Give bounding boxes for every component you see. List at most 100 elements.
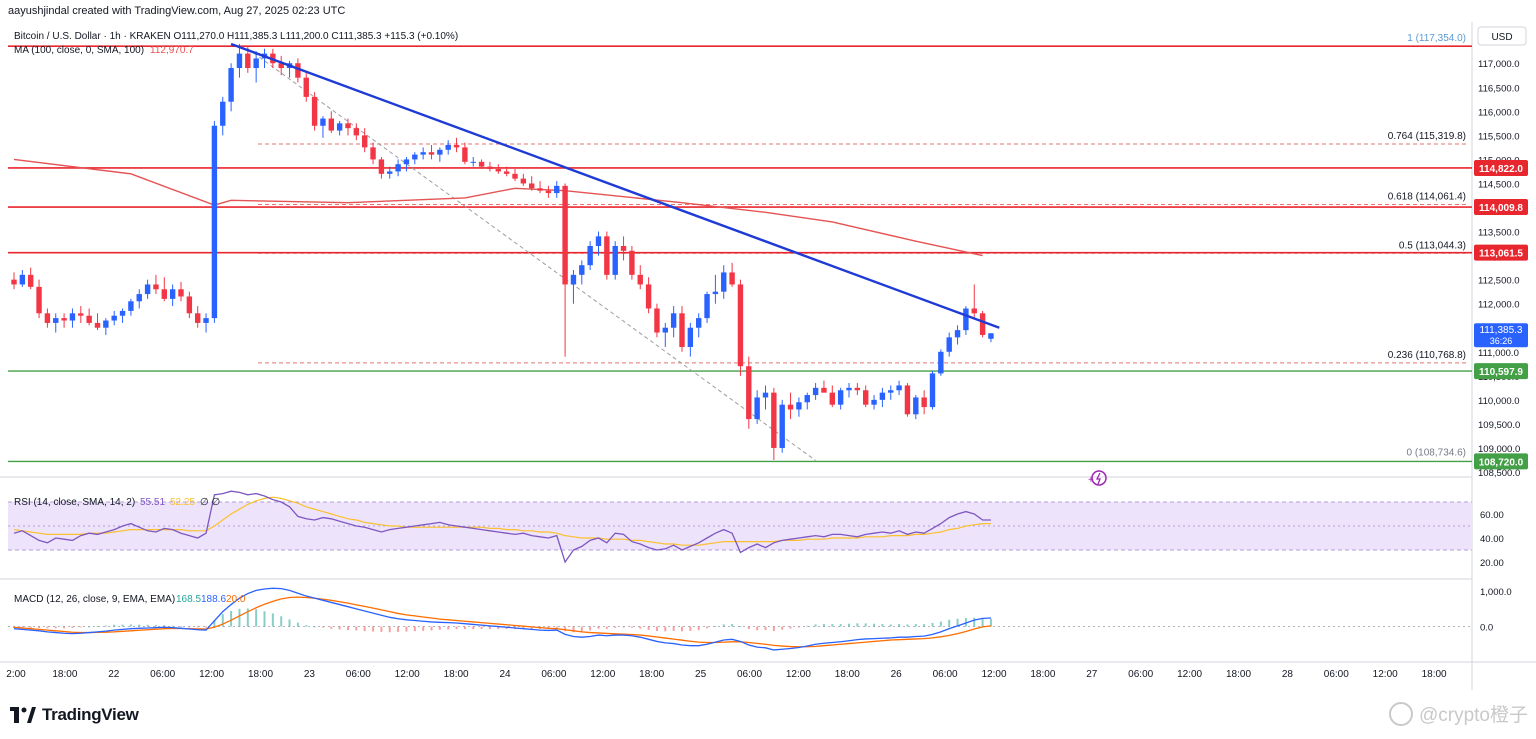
time-tick: 06:00 [150,669,175,680]
fib-label: 0.236 (110,768.8) [1388,350,1466,361]
price-tick: 116,000.0 [1478,107,1520,118]
candle-body [478,161,485,167]
macd-histogram-bar [397,626,400,632]
macd-histogram-bar [797,626,800,628]
candle-body [721,272,727,292]
macd-histogram-bar [497,626,500,630]
candle [495,164,501,174]
candle [403,157,410,172]
candle [946,332,952,357]
trendline[interactable]: + [230,42,1107,486]
macd-histogram-bar [664,626,667,632]
macd-histogram-bar [873,623,876,627]
time-tick: 26 [891,669,903,680]
macd-histogram-bar [973,617,976,627]
candle [771,387,777,460]
macd-histogram-bar [605,626,608,629]
candle-body [604,236,610,275]
macd-histogram-bar [113,624,116,627]
price-label: 113,061.5 [1479,249,1523,260]
candle [871,395,877,410]
candle-body [896,385,902,391]
tradingview-logo[interactable]: TradingView [10,704,139,726]
chart-canvas[interactable]: 1 (117,354.0) 0.764 (115,319.8) 0.618 (114… [0,22,1536,690]
macd-histogram-bar [21,626,24,628]
macd-legend-v2: 188.6 [201,594,226,605]
price-label: 108,720.0 [1479,457,1524,468]
price-axis[interactable]: USD 108,500.0 109,000.0 109,500.0 110,000.0 1… [1474,26,1528,479]
candle-body [796,402,802,410]
macd-legend-v1: 168.5 [176,594,201,605]
candle [186,291,193,319]
candle [353,123,360,141]
candle-body [579,265,585,275]
macd-histogram-bar [756,626,759,631]
macd-histogram-bar [438,626,441,630]
candle-body [128,301,134,311]
time-axis[interactable]: 2:00 18:00 22 06:00 12:00 18:00 23 06:00 12:00 18… [6,669,1447,680]
macd-histogram-bar [597,626,600,629]
candle-body [86,315,92,323]
macd-histogram-bar [806,625,809,627]
candle [595,231,602,256]
macd-histogram-bar [889,624,892,627]
trading-chart[interactable]: 1 (117,354.0) 0.764 (115,319.8) 0.618 (114… [0,22,1536,690]
candle-body [362,135,368,148]
candle [295,58,301,83]
macd-histogram-bar [463,626,466,630]
candle-body [303,77,309,97]
candle-body [144,284,151,295]
rsi-tick: 60.00 [1480,510,1504,521]
price-tick: 110,000.0 [1478,396,1520,407]
candle-body [370,147,376,160]
macd-histogram-bar [246,608,249,627]
macd-histogram-bar [146,624,149,627]
candle-body [779,404,785,448]
candle [604,231,610,280]
macd-histogram-bar [630,626,633,628]
macd-histogram-bar [271,613,274,627]
price-tick: 111,000.0 [1478,348,1519,359]
macd-histogram-bar [154,624,157,627]
candle [286,60,293,78]
candle-body [562,185,568,285]
macd-histogram-bar [939,621,942,627]
macd-histogram-bar [672,626,675,631]
macd-histogram-bar [46,626,49,629]
macd-histogram-bar [964,618,967,627]
macd-histogram-bar [480,626,483,630]
candle-body [345,123,351,129]
macd-histogram-bar [163,625,166,627]
time-tick: 06:00 [933,669,958,680]
time-tick: 12:00 [199,669,224,680]
time-tick: 12:00 [1373,669,1398,680]
candle-body [203,318,209,323]
macd-histogram-bar [305,625,308,627]
candle-body [787,404,794,410]
candle [545,185,552,198]
macd-histogram-bar [338,626,341,630]
candle [328,111,334,133]
macd-histogram-bar [848,623,850,627]
candles [11,44,994,460]
macd-histogram-bar [488,626,491,630]
macd-histogram-bar [839,624,842,627]
candle [78,306,84,323]
candle [587,241,593,271]
candle-body [812,387,819,396]
candle [879,387,886,408]
macd-histogram-bar [747,626,750,630]
macd-histogram-bar [38,626,41,628]
candle-body [178,289,184,297]
macd-histogram-bar [647,626,650,630]
macd-histogram-bar [238,608,241,627]
candle-body [771,392,777,448]
candle [211,120,218,323]
candle [729,262,735,287]
candle-body [119,310,126,316]
time-tick: 22 [108,669,120,680]
price-tick: 112,000.0 [1478,300,1520,311]
macd-histogram-bar [989,618,992,627]
macd-histogram-bar [405,626,408,632]
macd-histogram-bar [230,610,233,627]
